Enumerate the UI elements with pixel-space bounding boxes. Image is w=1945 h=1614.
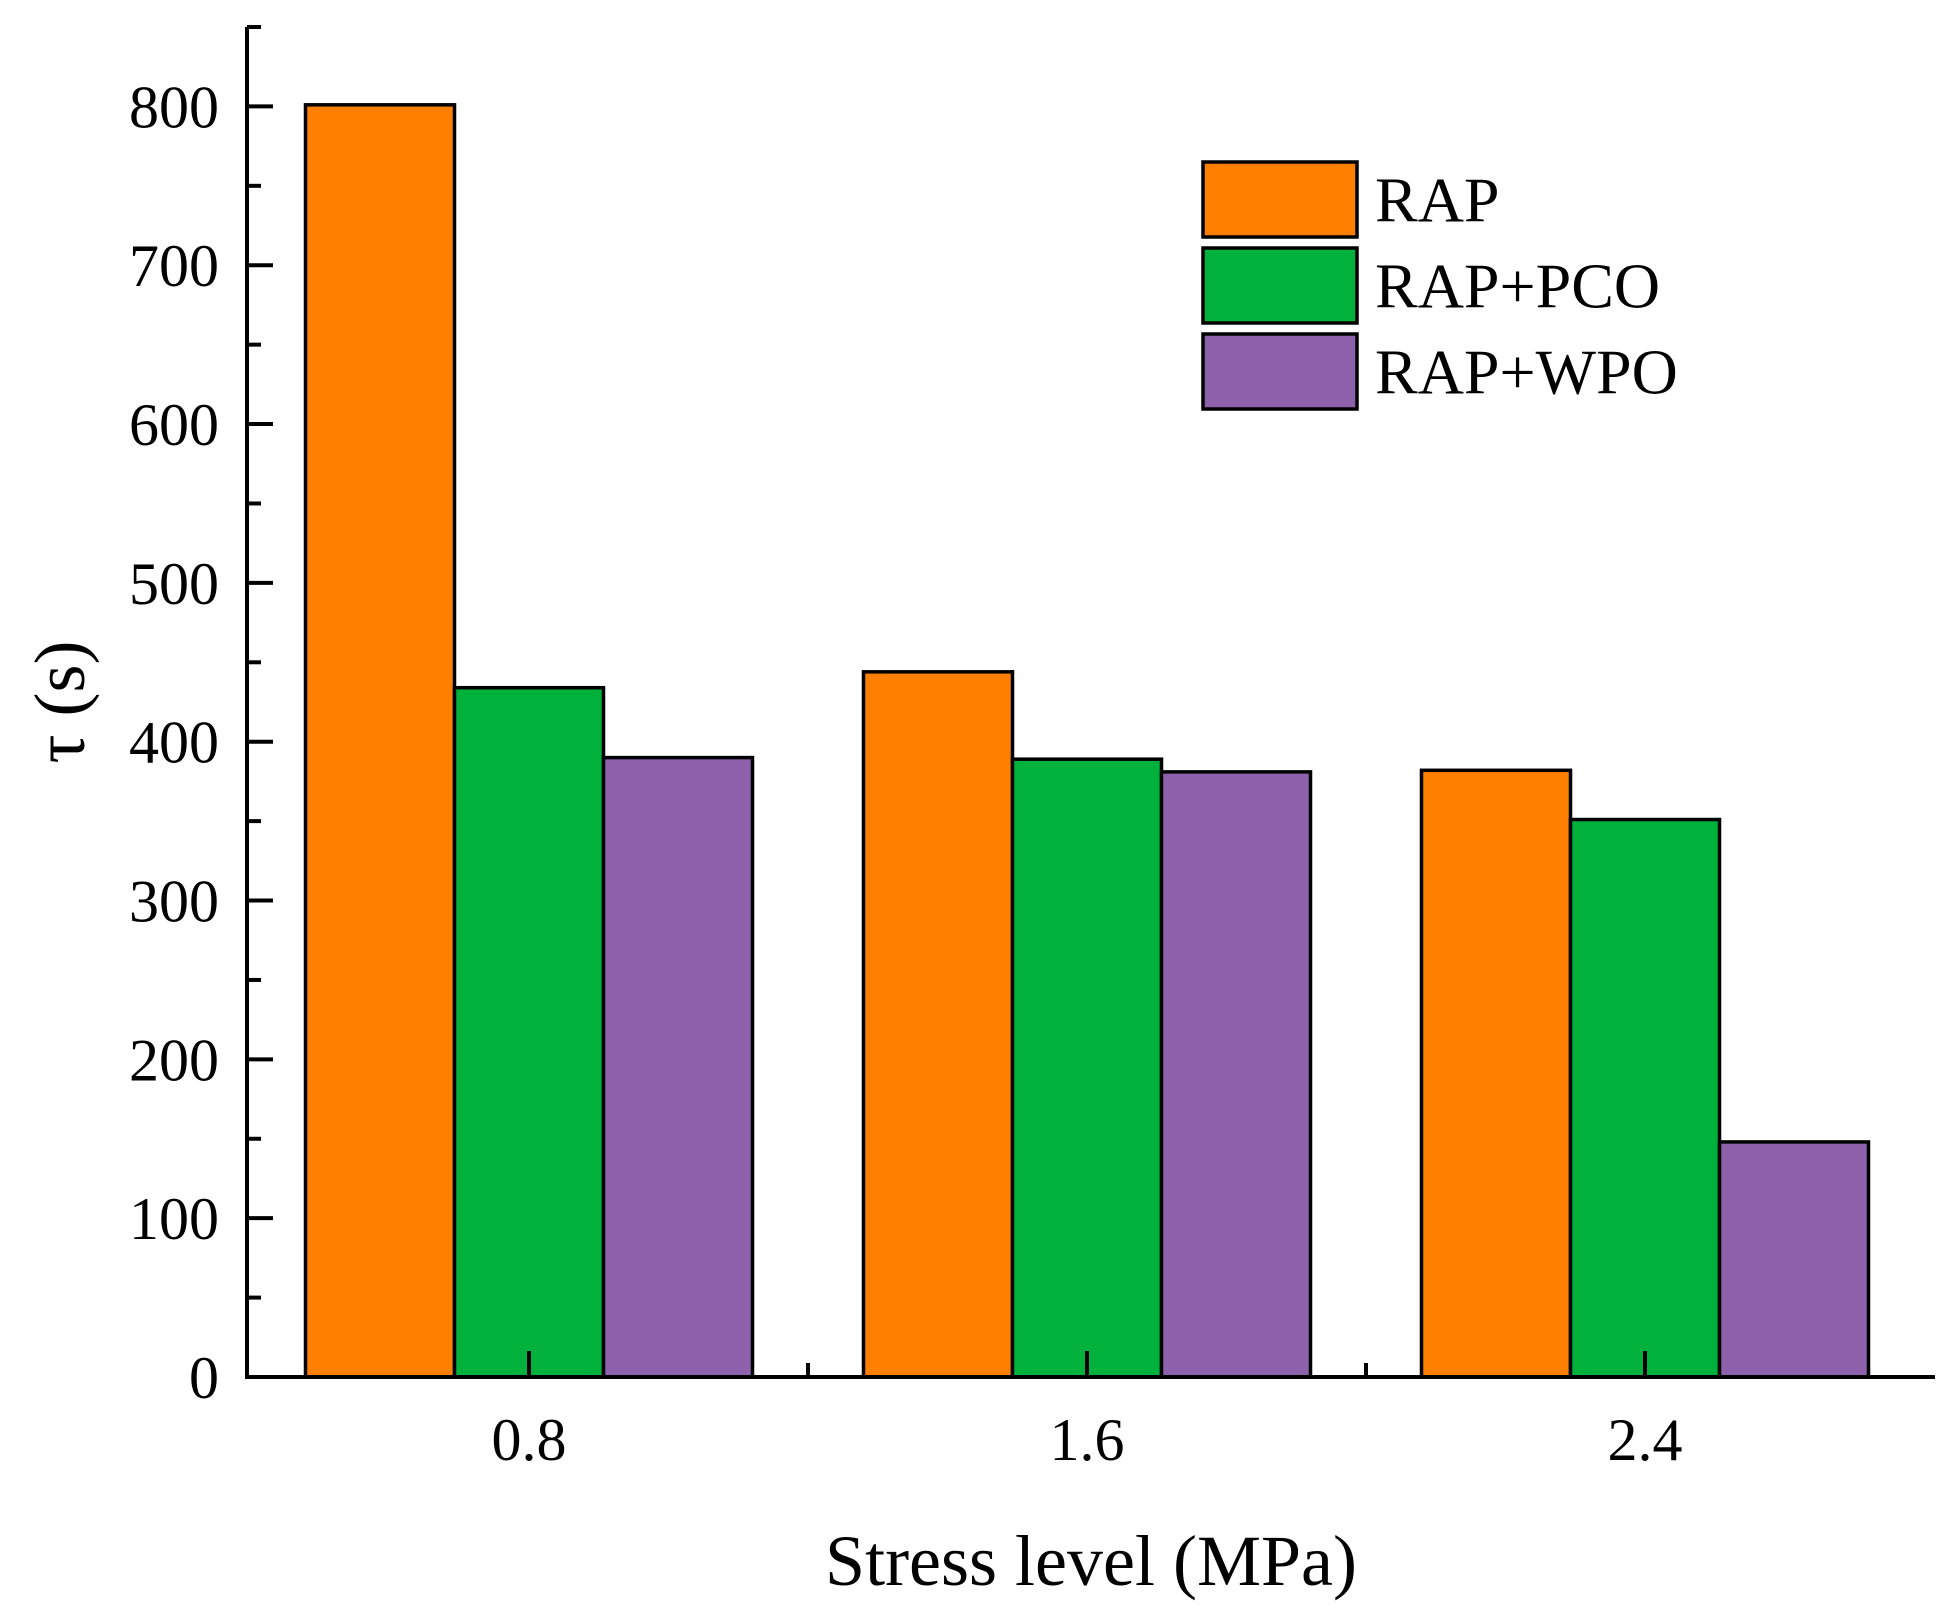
y-tick-label: 600 [129,392,219,458]
legend-label-rap-pco: RAP+PCO [1375,251,1660,322]
legend: RAP RAP+PCO RAP+WPO [1201,160,1678,411]
bar-rap-pco-1_6 [1010,757,1164,1379]
x-axis-title: Stress level (MPa) [825,1521,1357,1601]
axes-layer [245,27,1935,1379]
y-tick-label: 0 [189,1345,219,1411]
bars-layer [303,103,1871,1379]
y-tick-label: 500 [129,551,219,617]
y-axis-ticks: 0 100 200 300 400 500 600 700 800 [129,25,273,1411]
legend-label-rap: RAP [1375,165,1500,236]
bar-rap-pco-2_4 [1568,817,1722,1379]
legend-label-rap-wpo: RAP+WPO [1375,337,1678,408]
y-tick-label: 800 [129,74,219,140]
y-axis-title: τ (s) [20,641,100,764]
bar-rap-1_6 [861,670,1015,1379]
y-tick-label: 700 [129,233,219,299]
legend-swatch-rap [1201,160,1359,239]
bar-rap-2_4 [1419,768,1573,1379]
bar-rap-wpo-1_6 [1159,770,1313,1379]
y-tick-label: 100 [129,1186,219,1252]
x-tick-label: 1.6 [1050,1407,1125,1473]
y-tick-label: 200 [129,1027,219,1093]
bar-rap-pco-0_8 [452,685,606,1379]
x-tick-label: 2.4 [1608,1407,1683,1473]
x-tick-label: 0.8 [492,1407,567,1473]
bar-rap-0_8 [303,103,457,1379]
bar-rap-wpo-0_8 [601,755,755,1379]
y-tick-label: 400 [129,710,219,776]
legend-swatch-rap-pco [1201,246,1359,325]
legend-swatch-rap-wpo [1201,332,1359,411]
x-axis-ticks: 0.8 1.6 2.4 [492,1351,1683,1473]
y-tick-label: 300 [129,869,219,935]
bar-rap-wpo-2_4 [1717,1140,1871,1379]
